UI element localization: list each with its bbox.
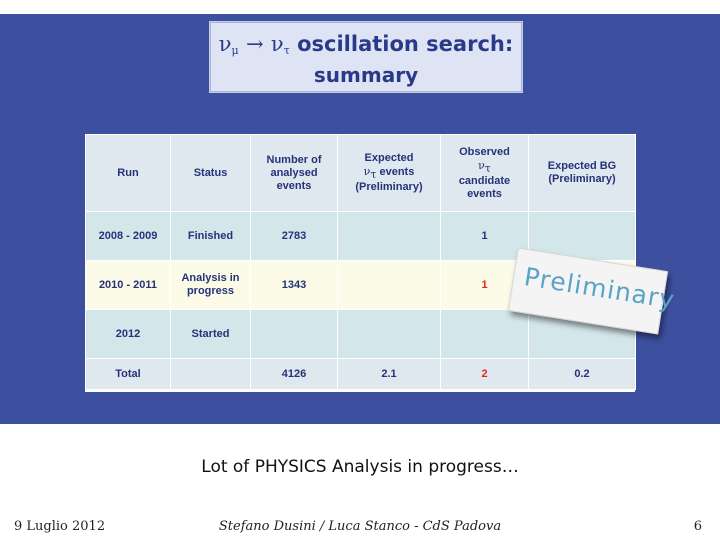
cell-run: 2012 [85, 309, 171, 359]
cell-status [170, 358, 251, 390]
arrow-icon: → [246, 32, 264, 56]
header-observed-candidates: Observed ντ candidate events [440, 134, 529, 212]
cell-expected [337, 211, 441, 261]
slide-caption: Lot of PHYSICS Analysis in progress… [201, 457, 519, 477]
cell-run: Total [85, 358, 171, 390]
cell-expected [337, 309, 441, 359]
cell-observed: 1 [440, 211, 529, 261]
slide-title: νμ → ντ oscillation search: [218, 32, 514, 57]
cell-run: 2008 - 2009 [85, 211, 171, 261]
header-run: Run [85, 134, 171, 212]
cell-run: 2010 - 2011 [85, 260, 171, 310]
cell-observed [440, 309, 529, 359]
header-status: Status [170, 134, 251, 212]
preliminary-stamp-text: Preliminary [522, 262, 678, 315]
table-total-row: Total 4126 2.1 2 0.2 [85, 358, 636, 390]
cell-analysed: 4126 [250, 358, 338, 390]
cell-expected: 2.1 [337, 358, 441, 390]
cell-status: Started [170, 309, 251, 359]
cell-analysed: 2783 [250, 211, 338, 261]
cell-bg: 0.2 [528, 358, 636, 390]
results-table: Run Status Number of analysed events Exp… [85, 134, 636, 390]
footer-date: 9 Luglio 2012 [14, 519, 106, 534]
table-row: 2012 Started [85, 309, 636, 359]
slide-subtitle: summary [313, 63, 419, 87]
table-header-row: Run Status Number of analysed events Exp… [85, 134, 636, 212]
cell-expected [337, 260, 441, 310]
nu-tau-symbol: ντ [270, 32, 290, 57]
header-expected-bg: Expected BG (Preliminary) [528, 134, 636, 212]
cell-observed: 2 [440, 358, 529, 390]
cell-status: Finished [170, 211, 251, 261]
slide-title-box: νμ → ντ oscillation search: summary [209, 21, 523, 93]
table-row: 2008 - 2009 Finished 2783 1 [85, 211, 636, 261]
footer-authors: Stefano Dusini / Luca Stanco - CdS Padov… [218, 519, 502, 534]
header-expected-events: Expected ντ events (Preliminary) [337, 134, 441, 212]
cell-status: Analysis in progress [170, 260, 251, 310]
cell-analysed: 1343 [250, 260, 338, 310]
header-analysed-events: Number of analysed events [250, 134, 338, 212]
slide-number: 6 [693, 519, 702, 534]
cell-analysed [250, 309, 338, 359]
nu-mu-symbol: νμ [218, 32, 239, 57]
